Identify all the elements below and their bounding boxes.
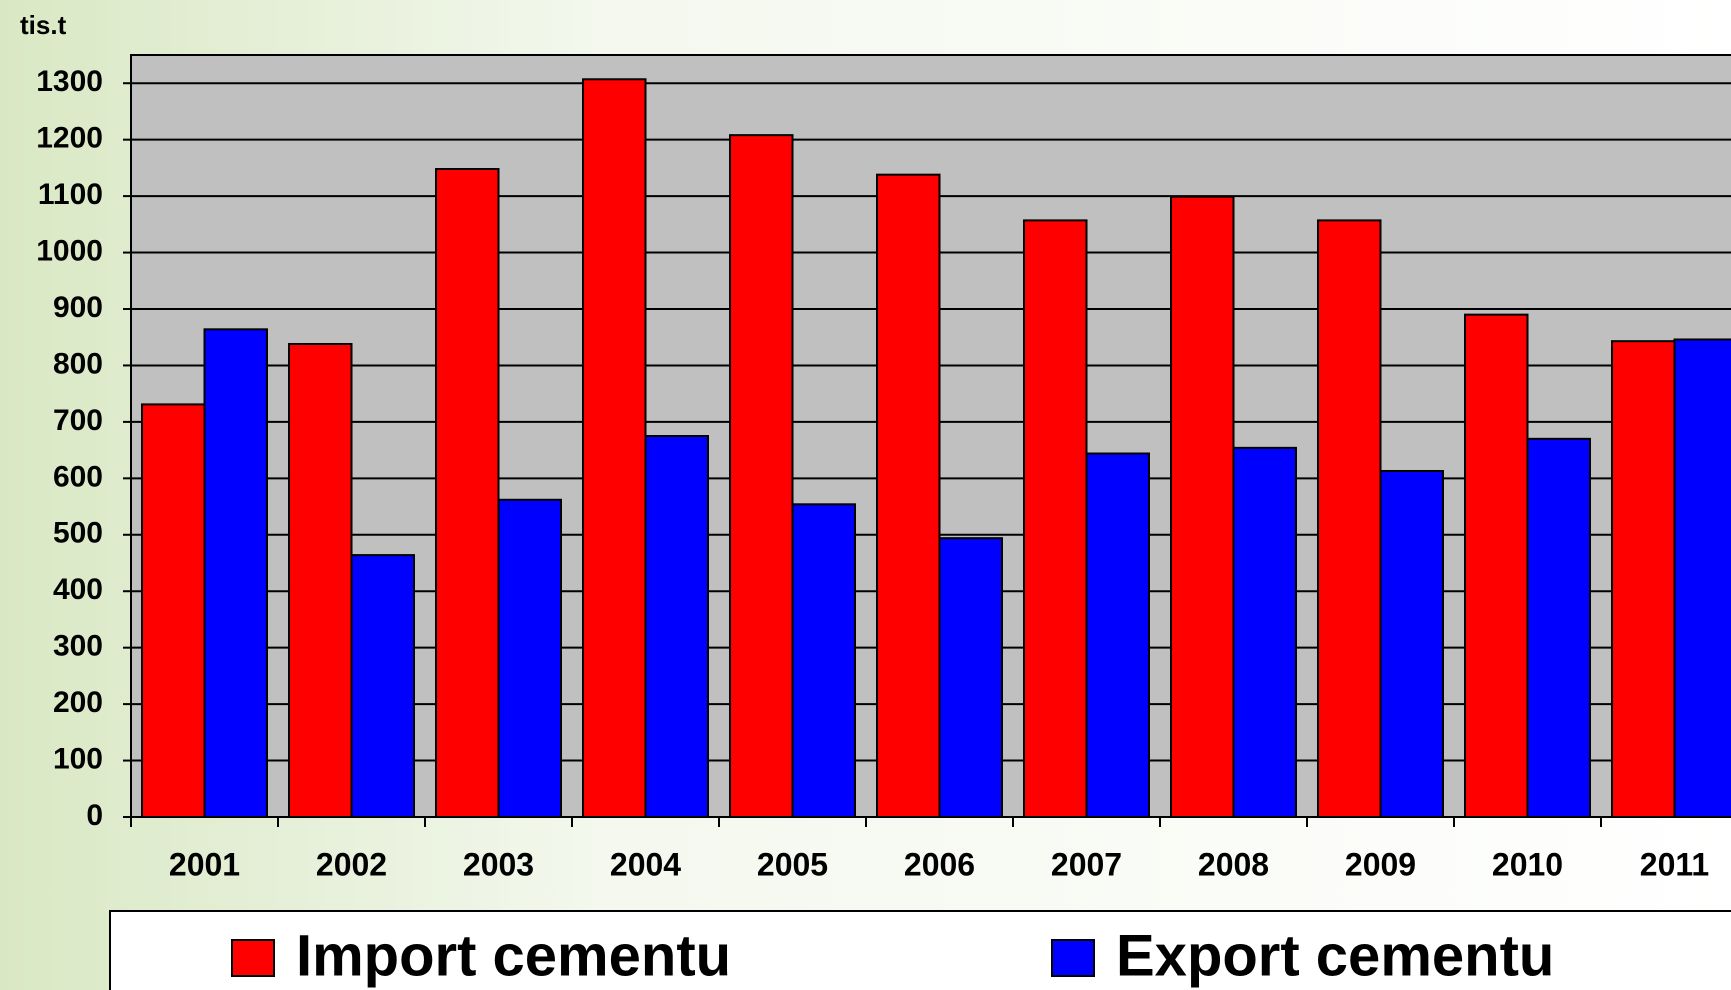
y-tick-label: 300: [53, 630, 103, 663]
y-tick-label: 1200: [36, 122, 103, 155]
legend-box: [109, 910, 1731, 990]
bar: [1232, 446, 1297, 818]
legend-label: Import cementu: [296, 923, 731, 988]
bar: [203, 328, 268, 818]
y-tick-label: 600: [53, 460, 103, 493]
y-tick-label: 900: [53, 291, 103, 324]
legend-label: Export cementu: [1116, 923, 1554, 988]
y-unit-label: tis.t: [20, 10, 67, 40]
x-tick-label: 2011: [1640, 846, 1709, 882]
bar: [1085, 452, 1150, 818]
y-tick-label: 0: [86, 799, 103, 832]
y-tick-label: 1000: [36, 234, 103, 267]
bar: [497, 498, 562, 818]
y-tick-label: 500: [53, 517, 103, 550]
x-tick-label: 2003: [463, 846, 534, 882]
x-tick-label: 2006: [904, 846, 975, 882]
bar: [1611, 340, 1676, 818]
y-tick-label: 800: [53, 347, 103, 380]
bar: [1379, 469, 1444, 818]
bar: [729, 134, 794, 818]
x-tick-label: 2002: [316, 846, 387, 882]
bar: [1526, 437, 1591, 818]
bar: [288, 342, 353, 818]
y-tick-label: 1100: [38, 178, 103, 211]
x-tick-label: 2009: [1345, 846, 1416, 882]
y-tick-label: 400: [53, 573, 103, 606]
bar: [1464, 313, 1529, 818]
y-tick-label: 1300: [36, 65, 103, 98]
bar: [644, 435, 709, 818]
legend-swatch: [1051, 939, 1095, 977]
bar: [435, 168, 500, 819]
bar: [141, 403, 206, 818]
x-tick-label: 2008: [1198, 846, 1269, 882]
x-tick-label: 2001: [169, 846, 240, 882]
bar: [1673, 338, 1731, 818]
bar: [938, 537, 1003, 818]
x-tick-label: 2007: [1051, 846, 1122, 882]
x-tick-label: 2010: [1492, 846, 1563, 882]
x-tick-label: 2004: [610, 846, 681, 882]
bar: [876, 173, 941, 818]
bar: [1170, 195, 1235, 819]
y-tick-label: 200: [53, 686, 103, 719]
y-tick-label: 100: [53, 742, 103, 775]
x-tick-label: 2005: [757, 846, 828, 882]
bar: [1317, 219, 1382, 819]
bar: [1023, 219, 1088, 819]
bar: [791, 503, 856, 818]
bar: [350, 554, 415, 818]
legend-swatch: [231, 939, 275, 977]
bar: [582, 78, 647, 818]
y-tick-label: 700: [53, 404, 103, 437]
